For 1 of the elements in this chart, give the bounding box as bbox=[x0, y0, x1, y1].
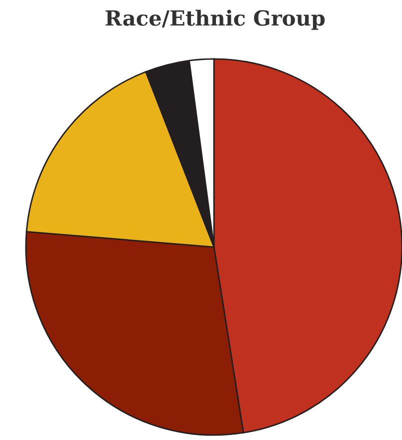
chart-title: Race/Ethnic Group bbox=[106, 10, 325, 30]
